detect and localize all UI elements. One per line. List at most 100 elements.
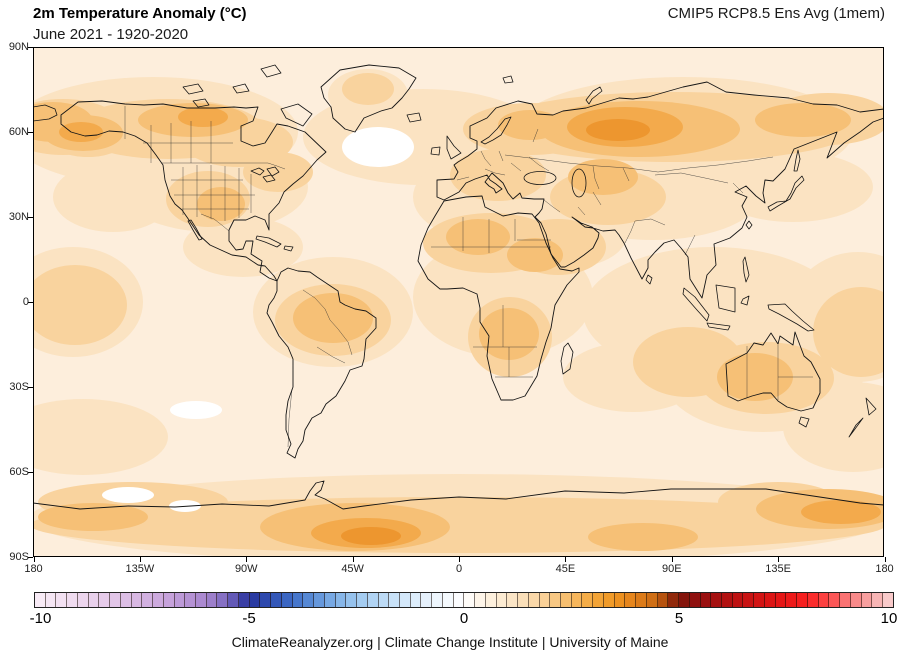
colorbar-segment — [421, 593, 433, 607]
colorbar-segment — [88, 593, 100, 607]
colorbar-segment — [861, 593, 873, 607]
colorbar-segment — [732, 593, 744, 607]
colorbar-segment — [131, 593, 143, 607]
south-america-coast — [266, 267, 377, 459]
colorbar-segment — [775, 593, 787, 607]
colorbar-segment — [335, 593, 347, 607]
colorbar-segment — [507, 593, 519, 607]
australia-coast — [725, 331, 821, 412]
lon-tick-label: 135E — [765, 563, 791, 575]
lon-tick-label: 90E — [661, 563, 682, 575]
colorbar-tick-label: 0 — [459, 610, 469, 627]
colorbar-segment — [711, 593, 722, 607]
colorbar-segment — [571, 593, 583, 607]
colorbar-segment — [163, 593, 175, 607]
colorbar-segment — [153, 593, 164, 607]
world-map — [33, 47, 884, 557]
lat-tick-mark — [28, 472, 33, 473]
lon-tick-label: 0 — [455, 563, 463, 575]
page-subtitle: June 2021 - 1920-2020 — [33, 26, 189, 43]
lon-tick-label: 180 — [24, 563, 43, 575]
colorbar-segment — [582, 593, 594, 607]
colorbar-segment — [883, 593, 893, 607]
lat-tick-label: 30S — [9, 381, 29, 393]
colorbar-segment — [646, 593, 658, 607]
colorbar-segment — [442, 593, 454, 607]
colorbar-segment — [56, 593, 68, 607]
lat-tick-label: 60S — [9, 466, 29, 478]
colorbar-segment — [174, 593, 186, 607]
colorbar-segment — [453, 593, 465, 607]
colorbar-segment — [110, 593, 121, 607]
antarctica-coast — [33, 480, 884, 510]
lon-tick-mark — [671, 557, 673, 562]
lat-tick-mark — [28, 132, 33, 133]
colorbar-segment — [238, 593, 250, 607]
lat-tick-mark — [28, 47, 33, 48]
lon-tick-label: 90W — [234, 563, 258, 575]
lon-tick-mark — [246, 557, 248, 562]
colorbar-segment — [196, 593, 207, 607]
colorbar-segment — [292, 593, 304, 607]
colorbar-segment — [560, 593, 572, 607]
lat-tick-label: 90S — [9, 551, 29, 563]
colorbar-segment — [786, 593, 798, 607]
anomaly-field — [33, 69, 884, 557]
colorbar-segment — [668, 593, 680, 607]
colorbar-segment — [722, 593, 733, 607]
lon-tick-mark — [139, 557, 141, 562]
colorbar-segment — [496, 593, 508, 607]
colorbar-segment — [67, 593, 78, 607]
colorbar-segment — [754, 593, 765, 607]
lon-tick-label: 135W — [125, 563, 155, 575]
lon-tick-mark — [778, 557, 780, 562]
colorbar-segment — [303, 593, 315, 607]
colorbar-segment — [249, 593, 261, 607]
colorbar-segment — [367, 593, 379, 607]
colorbar-segment — [45, 593, 57, 607]
lat-tick-mark — [28, 217, 33, 218]
lat-tick-mark — [28, 387, 33, 388]
colorbar-tick-label: -5 — [242, 610, 256, 627]
colorbar-segment — [539, 593, 551, 607]
colorbar-tick-label: 10 — [880, 610, 898, 627]
colorbar-segment — [217, 593, 229, 607]
colorbar-segment — [603, 593, 615, 607]
map-border — [33, 47, 884, 557]
colorbar-segment — [593, 593, 604, 607]
colorbar-segment — [432, 593, 443, 607]
colorbar-segment — [528, 593, 540, 607]
colorbar-segment — [475, 593, 486, 607]
colorbar-segment — [464, 593, 476, 607]
colorbar-segment — [625, 593, 637, 607]
colorbar-segment — [550, 593, 561, 607]
islands-coast — [33, 64, 877, 438]
colorbar-segment — [142, 593, 154, 607]
colorbar-segment — [818, 593, 830, 607]
colorbar-segment — [485, 593, 497, 607]
colorbar-segment — [99, 593, 111, 607]
lon-tick-mark — [352, 557, 354, 562]
colorbar-segment — [346, 593, 358, 607]
colorbar-segment — [797, 593, 808, 607]
colorbar-segment — [743, 593, 755, 607]
lon-tick-mark — [884, 557, 886, 562]
lat-tick-mark — [28, 557, 33, 558]
lon-tick-label: 45E — [555, 563, 576, 575]
country-borders — [124, 106, 813, 448]
coastlines — [33, 64, 884, 510]
colorbar-segment — [840, 593, 851, 607]
colorbar-segment — [324, 593, 336, 607]
colorbar-segment — [206, 593, 218, 607]
colorbar-segment — [357, 593, 368, 607]
colorbar-segment — [850, 593, 862, 607]
lon-tick-label: 45W — [341, 563, 364, 575]
colorbar — [34, 592, 894, 608]
lon-tick-label: 180 — [875, 563, 894, 575]
colorbar-segment — [35, 593, 46, 607]
greenland-coast — [320, 64, 417, 133]
colorbar-segment — [689, 593, 701, 607]
colorbar-segment — [872, 593, 884, 607]
lat-tick-label: 60N — [8, 126, 29, 138]
colorbar-segment — [807, 593, 819, 607]
